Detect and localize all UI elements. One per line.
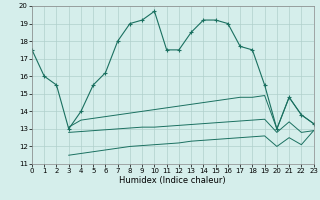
- X-axis label: Humidex (Indice chaleur): Humidex (Indice chaleur): [119, 176, 226, 185]
